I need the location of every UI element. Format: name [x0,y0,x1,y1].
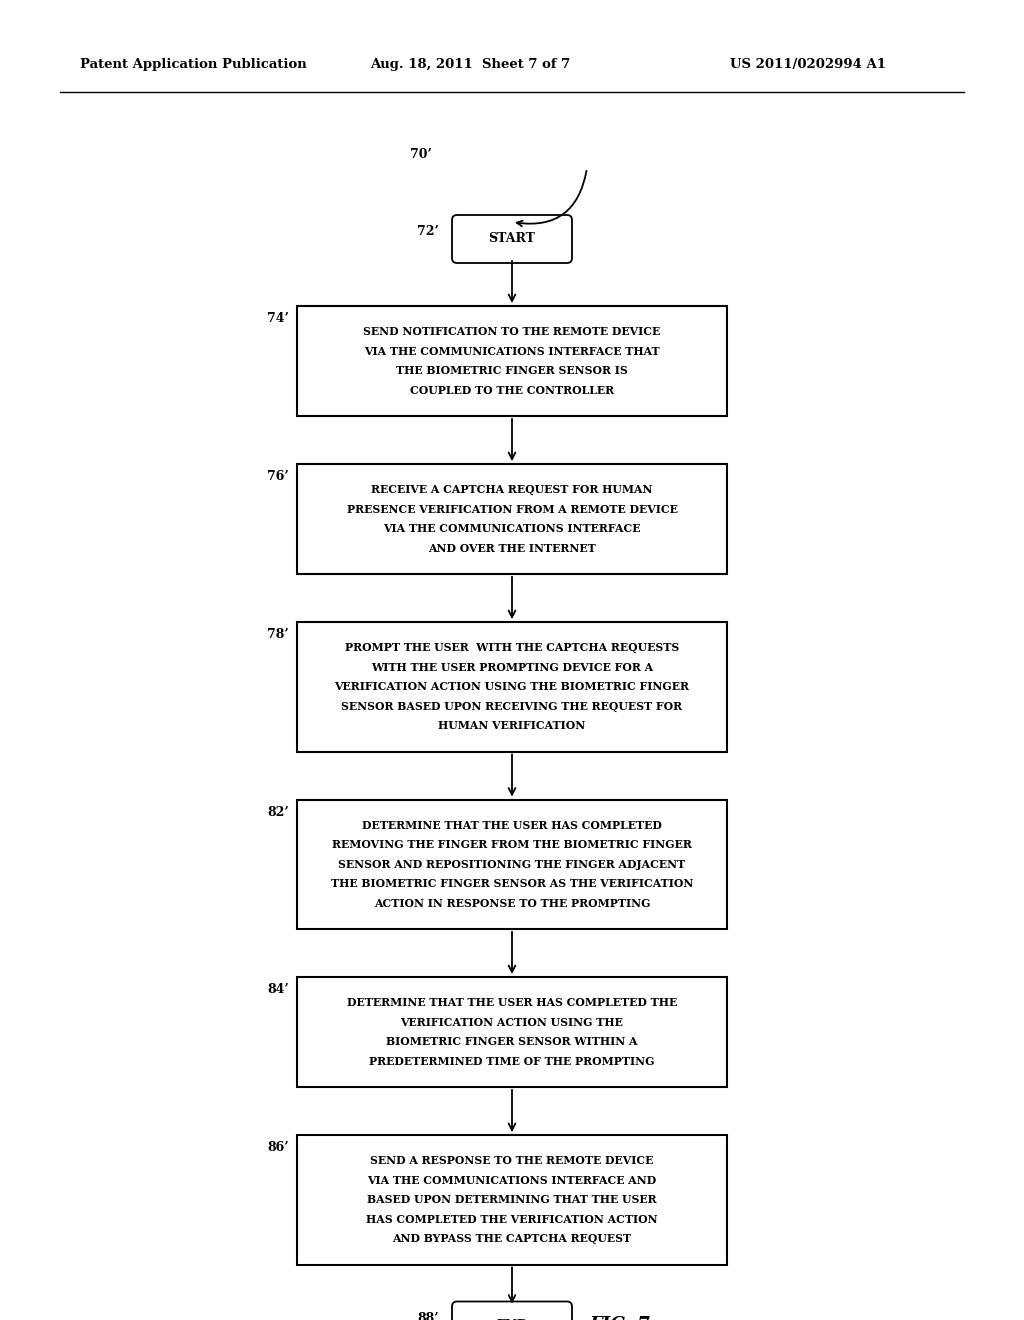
FancyBboxPatch shape [297,306,727,416]
Text: 70’: 70’ [410,148,432,161]
Text: 86’: 86’ [267,1140,289,1154]
Text: US 2011/0202994 A1: US 2011/0202994 A1 [730,58,886,71]
FancyBboxPatch shape [297,800,727,929]
Text: THE BIOMETRIC FINGER SENSOR AS THE VERIFICATION: THE BIOMETRIC FINGER SENSOR AS THE VERIF… [331,878,693,890]
Text: REMOVING THE FINGER FROM THE BIOMETRIC FINGER: REMOVING THE FINGER FROM THE BIOMETRIC F… [332,840,692,850]
FancyBboxPatch shape [297,1135,727,1265]
Text: HAS COMPLETED THE VERIFICATION ACTION: HAS COMPLETED THE VERIFICATION ACTION [367,1214,657,1225]
Text: FIG. 7: FIG. 7 [589,1316,650,1320]
Text: VIA THE COMMUNICATIONS INTERFACE AND: VIA THE COMMUNICATIONS INTERFACE AND [368,1175,656,1185]
FancyBboxPatch shape [452,1302,572,1320]
Text: DETERMINE THAT THE USER HAS COMPLETED THE: DETERMINE THAT THE USER HAS COMPLETED TH… [347,997,677,1008]
Text: Patent Application Publication: Patent Application Publication [80,58,307,71]
Text: 76’: 76’ [267,470,289,483]
FancyBboxPatch shape [297,622,727,751]
Text: WITH THE USER PROMPTING DEVICE FOR A: WITH THE USER PROMPTING DEVICE FOR A [371,661,653,673]
Text: THE BIOMETRIC FINGER SENSOR IS: THE BIOMETRIC FINGER SENSOR IS [396,366,628,376]
Text: AND BYPASS THE CAPTCHA REQUEST: AND BYPASS THE CAPTCHA REQUEST [392,1233,632,1245]
Text: VERIFICATION ACTION USING THE BIOMETRIC FINGER: VERIFICATION ACTION USING THE BIOMETRIC … [335,681,689,692]
Text: 78’: 78’ [267,628,289,642]
Text: 72’: 72’ [417,224,439,238]
FancyBboxPatch shape [452,215,572,263]
Text: BASED UPON DETERMINING THAT THE USER: BASED UPON DETERMINING THAT THE USER [368,1195,656,1205]
Text: 88’: 88’ [418,1312,439,1320]
Text: PREDETERMINED TIME OF THE PROMPTING: PREDETERMINED TIME OF THE PROMPTING [370,1056,654,1067]
Text: VERIFICATION ACTION USING THE: VERIFICATION ACTION USING THE [400,1016,624,1028]
Text: BIOMETRIC FINGER SENSOR WITHIN A: BIOMETRIC FINGER SENSOR WITHIN A [386,1036,638,1047]
Text: PRESENCE VERIFICATION FROM A REMOTE DEVICE: PRESENCE VERIFICATION FROM A REMOTE DEVI… [346,504,678,515]
Text: RECEIVE A CAPTCHA REQUEST FOR HUMAN: RECEIVE A CAPTCHA REQUEST FOR HUMAN [372,484,652,495]
Text: SEND NOTIFICATION TO THE REMOTE DEVICE: SEND NOTIFICATION TO THE REMOTE DEVICE [364,326,660,337]
Text: AND OVER THE INTERNET: AND OVER THE INTERNET [428,543,596,554]
Text: HUMAN VERIFICATION: HUMAN VERIFICATION [438,721,586,731]
Text: START: START [488,232,536,246]
Text: SENSOR BASED UPON RECEIVING THE REQUEST FOR: SENSOR BASED UPON RECEIVING THE REQUEST … [341,701,683,711]
Text: VIA THE COMMUNICATIONS INTERFACE: VIA THE COMMUNICATIONS INTERFACE [383,523,641,535]
FancyBboxPatch shape [297,977,727,1086]
Text: 82’: 82’ [267,805,289,818]
Text: COUPLED TO THE CONTROLLER: COUPLED TO THE CONTROLLER [410,384,614,396]
Text: VIA THE COMMUNICATIONS INTERFACE THAT: VIA THE COMMUNICATIONS INTERFACE THAT [365,346,659,356]
FancyBboxPatch shape [297,465,727,574]
Text: SEND A RESPONSE TO THE REMOTE DEVICE: SEND A RESPONSE TO THE REMOTE DEVICE [371,1155,653,1167]
Text: 74’: 74’ [267,312,289,325]
Text: Aug. 18, 2011  Sheet 7 of 7: Aug. 18, 2011 Sheet 7 of 7 [370,58,570,71]
Text: PROMPT THE USER  WITH THE CAPTCHA REQUESTS: PROMPT THE USER WITH THE CAPTCHA REQUEST… [345,643,679,653]
Text: DETERMINE THAT THE USER HAS COMPLETED: DETERMINE THAT THE USER HAS COMPLETED [362,820,662,830]
Text: SENSOR AND REPOSITIONING THE FINGER ADJACENT: SENSOR AND REPOSITIONING THE FINGER ADJA… [338,859,686,870]
Text: 84’: 84’ [267,983,289,997]
Text: ACTION IN RESPONSE TO THE PROMPTING: ACTION IN RESPONSE TO THE PROMPTING [374,898,650,908]
